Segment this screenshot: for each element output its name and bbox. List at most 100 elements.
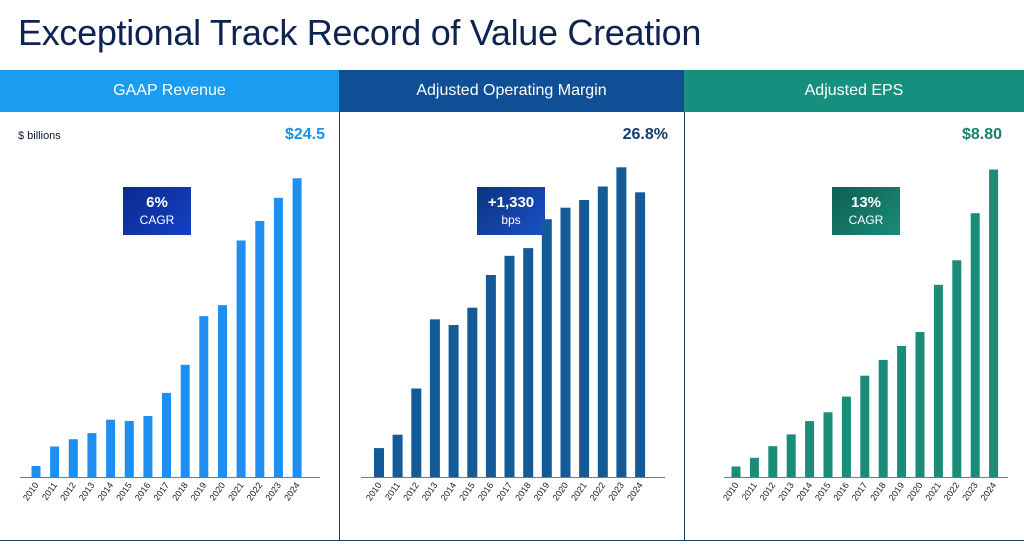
x-tick-label: 2013 <box>77 480 97 502</box>
x-tick-label: 2014 <box>96 480 116 502</box>
x-tick-label: 2020 <box>207 480 227 502</box>
x-tick-label: 2010 <box>721 480 741 502</box>
bar-2014 <box>805 421 815 477</box>
badge-value: +1,330 <box>487 194 535 211</box>
bar-2011 <box>392 434 403 477</box>
final-value-label: 26.8% <box>622 126 668 143</box>
final-value-label: $8.80 <box>961 126 1002 143</box>
x-tick-label: 2014 <box>439 480 459 502</box>
x-tick-label: 2011 <box>740 480 759 502</box>
operating-margin-header: Adjusted Operating Margin <box>339 70 684 112</box>
page-title: Exceptional Track Record of Value Creati… <box>18 12 702 53</box>
bar-2024 <box>292 178 302 478</box>
bar-2024 <box>989 169 999 477</box>
operating-margin-panel: Adjusted Operating Margin 26.8% +1,330 b… <box>339 70 684 542</box>
x-tick-label: 2020 <box>905 480 925 502</box>
x-axis-line <box>361 477 665 478</box>
x-tick-label: 2013 <box>420 480 440 502</box>
x-tick-label: 2024 <box>282 480 302 502</box>
x-tick-label: 2021 <box>923 480 943 502</box>
x-tick-label: 2023 <box>960 480 980 502</box>
bar-2013 <box>87 433 97 477</box>
bar-2023 <box>273 197 283 478</box>
x-tick-label: 2021 <box>226 480 246 502</box>
bar-2022 <box>255 221 265 477</box>
bar-2013 <box>786 434 796 477</box>
bar-2018 <box>180 364 190 477</box>
x-tick-label: 2015 <box>114 480 134 502</box>
x-tick-label: 2022 <box>942 480 962 502</box>
bar-2021 <box>236 240 246 477</box>
x-axis-line <box>20 477 320 478</box>
bar-2012 <box>68 439 78 477</box>
x-tick-label: 2010 <box>364 480 384 502</box>
bar-2020 <box>560 207 571 477</box>
x-tick-label: 2019 <box>189 480 209 502</box>
x-tick-label: 2018 <box>513 480 533 502</box>
unit-label: $ billions <box>18 130 61 142</box>
x-tick-label: 2023 <box>606 480 626 502</box>
x-tick-label: 2015 <box>813 480 833 502</box>
x-tick-label: 2024 <box>625 480 645 502</box>
x-tick-label: 2019 <box>887 480 907 502</box>
bar-2015 <box>467 307 478 477</box>
cagr-badge: 6% CAGR <box>123 187 191 235</box>
bar-2010 <box>374 448 384 477</box>
bar-2017 <box>504 255 515 477</box>
bar-2015 <box>823 412 833 477</box>
bar-2015 <box>124 420 134 477</box>
x-tick-label: 2016 <box>133 480 153 502</box>
x-tick-label: 2010 <box>21 480 41 502</box>
bar-2014 <box>448 325 459 477</box>
bps-badge: +1,330 bps <box>477 187 545 235</box>
bar-2011 <box>749 457 759 477</box>
x-tick-label: 2013 <box>776 480 796 502</box>
x-tick-label: 2019 <box>532 480 552 502</box>
bar-2016 <box>485 275 496 477</box>
x-axis-line <box>724 477 1008 478</box>
x-tick-label: 2018 <box>170 480 190 502</box>
x-tick-label: 2022 <box>245 480 265 502</box>
bar-2021 <box>933 284 943 477</box>
badge-label: CAGR <box>848 213 884 227</box>
x-tick-label: 2017 <box>850 480 870 502</box>
x-tick-label: 2014 <box>795 480 815 502</box>
badge-label: bps <box>501 213 521 227</box>
panel-divider <box>339 112 340 540</box>
bar-2017 <box>860 375 870 477</box>
bar-2016 <box>143 416 153 477</box>
x-tick-label: 2011 <box>383 480 402 502</box>
bar-2018 <box>878 359 888 477</box>
bar-2019 <box>897 346 907 477</box>
adjusted-eps-panel: Adjusted EPS $8.80 13% CAGR 2010 2011 2012… <box>684 70 1024 542</box>
bar-2012 <box>768 446 778 477</box>
badge-label: CAGR <box>139 213 175 227</box>
x-tick-label: 2016 <box>476 480 496 502</box>
bar-2020 <box>915 332 925 477</box>
gaap-revenue-panel: GAAP Revenue $ billions $24.5 6% CAGR 20… <box>0 70 339 542</box>
x-tick-label: 2021 <box>569 480 589 502</box>
bar-2022 <box>597 186 608 477</box>
x-tick-label: 2017 <box>494 480 514 502</box>
badge-value: 13% <box>850 194 882 211</box>
x-tick-label: 2012 <box>758 480 778 502</box>
x-tick-label: 2017 <box>151 480 171 502</box>
bar-2017 <box>162 392 171 477</box>
badge-value: 6% <box>146 194 168 211</box>
x-tick-label: 2020 <box>550 480 570 502</box>
x-tick-label: 2023 <box>263 480 283 502</box>
x-tick-label: 2012 <box>58 480 78 502</box>
bar-2013 <box>429 319 440 477</box>
bar-2023 <box>970 213 980 477</box>
bar-2021 <box>579 200 590 477</box>
bar-2019 <box>199 316 209 477</box>
gaap-revenue-header: GAAP Revenue <box>0 70 339 112</box>
bar-2024 <box>635 192 646 478</box>
x-tick-label: 2022 <box>588 480 608 502</box>
bottom-rule <box>0 540 1024 541</box>
bar-2016 <box>841 396 851 477</box>
adjusted-eps-header: Adjusted EPS <box>684 70 1024 112</box>
bar-2020 <box>218 305 227 477</box>
